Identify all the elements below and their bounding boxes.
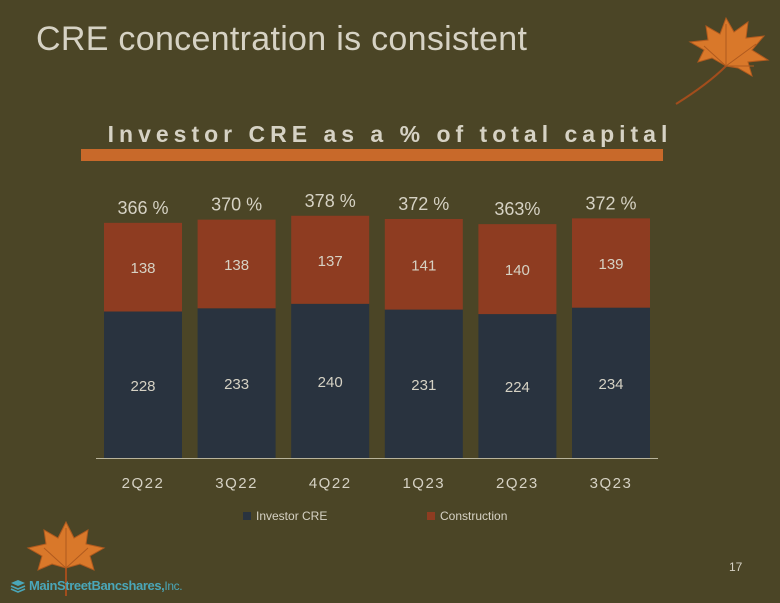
data-label-investor-cre: 233 — [224, 376, 249, 393]
bar-investor-cre — [572, 307, 650, 458]
total-label: 372 % — [585, 193, 636, 213]
total-label: 370 % — [211, 195, 262, 215]
legend-label-investor-cre: Investor CRE — [256, 509, 328, 523]
data-label-investor-cre: 234 — [598, 376, 623, 393]
bar-construction — [291, 215, 370, 304]
logo-suffix: Inc. — [164, 578, 183, 593]
slide-title: CRE concentration is consistent — [36, 20, 528, 58]
total-label: 372 % — [398, 194, 449, 214]
x-tick-label: 1Q23 — [402, 475, 445, 492]
data-label-construction: 137 — [318, 253, 343, 270]
x-tick-label: 4Q22 — [309, 475, 352, 492]
legend-swatch-investor-cre — [243, 512, 251, 520]
data-label-investor-cre: 224 — [505, 379, 530, 396]
bar-investor-cre — [291, 303, 370, 458]
x-tick-label: 2Q23 — [496, 475, 539, 492]
data-label-investor-cre: 240 — [318, 374, 343, 391]
x-tick-label: 3Q22 — [215, 475, 258, 492]
maple-leaf-icon — [675, 16, 770, 105]
total-label: 378 % — [305, 191, 356, 211]
stacked-layers-icon — [10, 579, 26, 593]
bar-investor-cre — [384, 309, 463, 458]
bar-construction — [104, 222, 182, 312]
bar-construction — [478, 224, 557, 315]
bar-investor-cre — [478, 314, 557, 458]
bar-construction — [384, 218, 463, 310]
chart-title: Investor CRE as a % of total capital — [107, 121, 673, 147]
title-rule — [81, 149, 663, 161]
data-label-investor-cre: 231 — [411, 377, 436, 394]
total-label: 366 % — [117, 198, 168, 218]
total-label: 363% — [494, 199, 540, 219]
data-label-construction: 138 — [130, 260, 155, 277]
chart-legend: Investor CRE Construction — [0, 509, 780, 525]
data-label-construction: 138 — [224, 257, 249, 274]
legend-label-construction: Construction — [440, 509, 508, 523]
page-number: 17 — [729, 560, 743, 574]
legend-item-investor-cre: Investor CRE — [243, 509, 327, 523]
legend-item-construction: Construction — [427, 509, 507, 523]
maple-leaf-icon — [26, 520, 106, 596]
data-label-construction: 140 — [505, 262, 530, 279]
bar-investor-cre — [197, 308, 276, 458]
data-label-investor-cre: 228 — [130, 378, 155, 395]
data-label-construction: 139 — [598, 256, 623, 273]
bar-construction — [197, 219, 276, 309]
logo-name: MainStreetBancshares, — [29, 578, 165, 593]
company-logo: MainStreetBancshares, Inc. — [10, 578, 183, 593]
bar-investor-cre — [104, 311, 182, 458]
x-tick-label: 3Q23 — [590, 475, 633, 492]
bar-construction — [572, 218, 650, 308]
x-tick-label: 2Q22 — [122, 475, 165, 492]
data-label-construction: 141 — [411, 257, 436, 274]
legend-swatch-construction — [427, 512, 435, 520]
